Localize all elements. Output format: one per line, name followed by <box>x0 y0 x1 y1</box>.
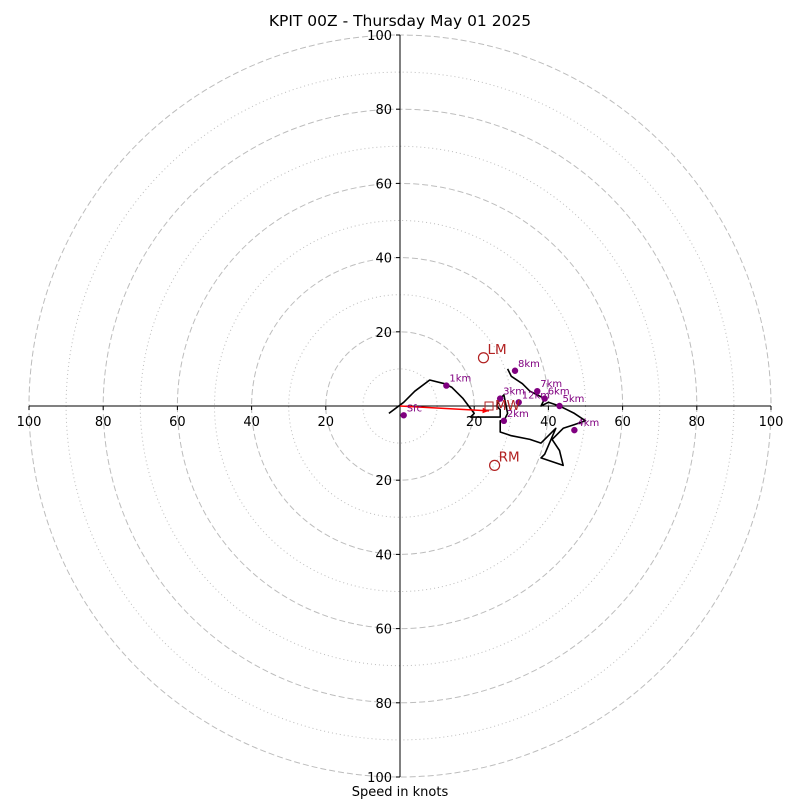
tick-label-top: 100 <box>367 29 392 44</box>
tick-label-left: 100 <box>17 415 42 430</box>
height-marker-label: 3km <box>503 387 525 398</box>
height-marker-point <box>541 395 548 402</box>
tick-label-top: 60 <box>375 177 392 192</box>
tick-label-bottom: 80 <box>375 697 392 712</box>
tick-labels: 20 20 20 20 40 40 40 40 60 60 60 60 80 80 80 80 100 100 10… <box>17 29 784 786</box>
tick-label-left: 40 <box>243 415 260 430</box>
mean-wind-point <box>484 401 494 411</box>
tick-label-right: 100 <box>759 415 784 430</box>
tick-label-left: 20 <box>318 415 335 430</box>
height-marker-point <box>571 426 578 434</box>
tick-label-right: 60 <box>614 415 631 430</box>
hodograph-trace <box>388 368 587 467</box>
height-marker-label: 7km <box>540 379 562 390</box>
tick-label-left: 60 <box>169 415 186 430</box>
tick-label-bottom: 40 <box>375 548 392 563</box>
height-marker-point <box>496 395 504 402</box>
tick-label-right: 40 <box>540 415 557 430</box>
height-marker-label: 4km <box>577 418 599 429</box>
tick-label-bottom: 60 <box>375 623 392 638</box>
height-marker-point <box>500 417 508 425</box>
height-marker-label: 2km <box>507 409 529 420</box>
storm-motion-label: RM <box>499 449 520 465</box>
chart-title: KPIT 00Z - Thursday May 01 2025 <box>269 12 531 30</box>
height-marker-point <box>443 382 450 389</box>
tick-label-left: 80 <box>95 415 112 430</box>
height-marker-point <box>556 402 563 410</box>
height-marker-point <box>511 367 519 374</box>
shear-vector <box>399 405 490 412</box>
height-marker-point <box>400 412 407 419</box>
height-marker-point <box>534 387 541 395</box>
height-marker-label: 5km <box>563 394 585 405</box>
tick-label-top: 40 <box>375 252 392 267</box>
height-marker-label: Sfc <box>407 403 422 414</box>
height-marker-label: 12km <box>522 390 550 401</box>
height-marker-label: 6km <box>548 387 570 398</box>
height-marker-label: 1km <box>449 374 471 385</box>
tick-label-bottom: 100 <box>367 771 392 786</box>
tick-label-top: 80 <box>375 103 392 118</box>
storm-motion-label: LM <box>487 342 506 358</box>
storm-motion-point <box>489 459 501 471</box>
storm-motion-markers: LM RM MW <box>477 342 520 471</box>
tick-label-top: 20 <box>375 326 392 341</box>
x-axis-label: Speed in knots <box>352 785 449 800</box>
mean-wind-label: MW <box>495 398 520 414</box>
height-marker-label: 8km <box>518 359 540 370</box>
tick-label-right: 20 <box>466 415 483 430</box>
storm-motion-point <box>477 352 490 364</box>
hodograph-trace-group <box>388 368 587 467</box>
tick-label-right: 80 <box>689 415 706 430</box>
tick-label-bottom: 20 <box>375 474 392 489</box>
height-marker-point <box>515 399 522 406</box>
